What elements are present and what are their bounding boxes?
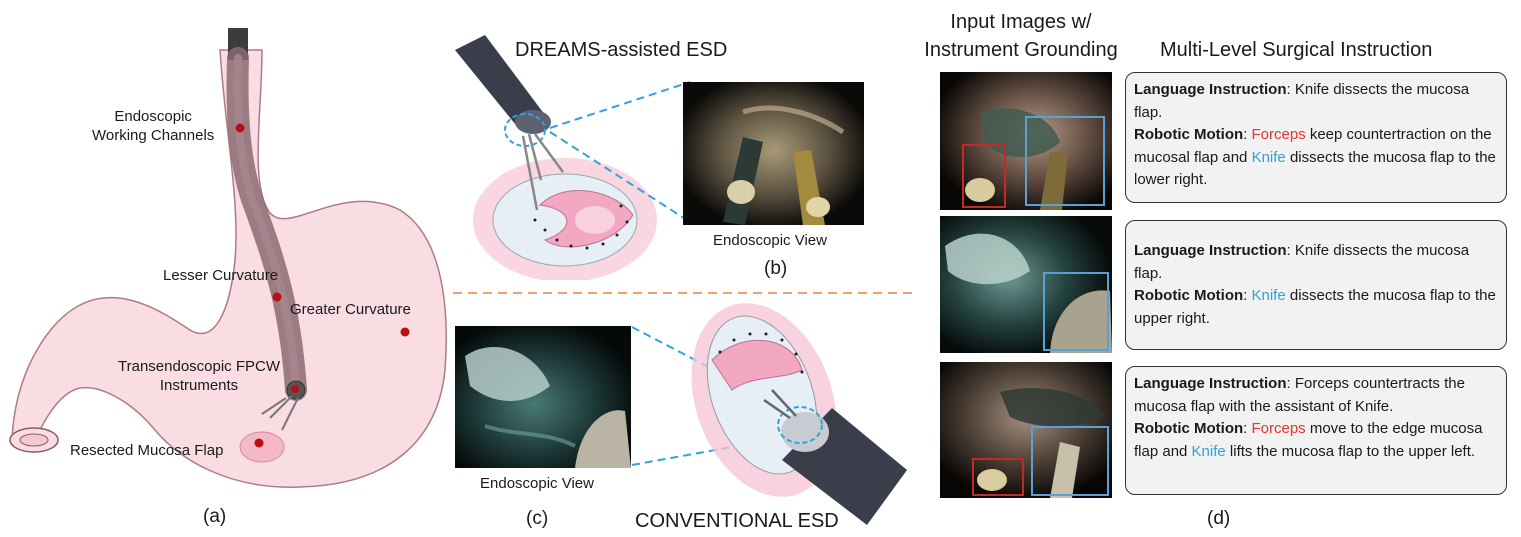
motion-segment: dissects the mucosa flap to the upper ri… [1134, 287, 1496, 327]
lang-text-1: Knife dissects the mucosa flap. [1134, 81, 1470, 121]
caption-a: (a) [203, 506, 227, 527]
label-endoscopic-view-b: Endoscopic View [713, 232, 827, 249]
label-lesser-curvature: Lesser Curvature [163, 267, 279, 284]
title-dreams-esd: DREAMS-assisted ESD [515, 39, 728, 61]
grounded-image-1 [940, 72, 1112, 210]
stomach-outline [11, 49, 447, 488]
instruction-box-3: Language Instruction: Forceps countertra… [1125, 366, 1507, 495]
endoscopic-view-c [455, 326, 631, 468]
grounded-image-3 [940, 362, 1112, 498]
endoscope-body-b [455, 35, 545, 130]
lang-title-2: Language Instruction [1134, 242, 1287, 259]
label-fpcw-instruments: Transendoscopic FPCW Instruments [118, 357, 280, 395]
header-surgical-instruction: Multi-Level Surgical Instruction [1160, 39, 1433, 61]
stomach-illustration [9, 28, 447, 488]
header-input-images: Input Images w/ Instrument Grounding [908, 8, 1134, 64]
forceps-term: Forceps [1251, 126, 1306, 143]
forceps-box-3 [972, 458, 1024, 496]
fpcw-instruments [261, 395, 299, 431]
caption-b: (b) [764, 258, 788, 279]
panel-divider [453, 292, 913, 294]
motion-segment: dissects the mucosa flap to the lower ri… [1134, 148, 1496, 189]
marker-fpcw [291, 385, 299, 393]
label-endoscopic-view-c: Endoscopic View [480, 475, 594, 492]
caption-d: (d) [1207, 508, 1231, 529]
marker-working-channels [235, 123, 245, 133]
motion-text-2: Knife dissects the mucosa flap to the up… [1134, 287, 1496, 327]
grounded-image-2 [940, 216, 1112, 353]
title-conventional-esd: CONVENTIONAL ESD [635, 510, 839, 532]
label-fpcw-text: Transendoscopic FPCW Instruments [118, 358, 280, 394]
motion-segment: lifts the mucosa flap to the upper left. [1225, 442, 1476, 460]
marker-lesser-curvature [272, 292, 282, 302]
motion-title-1: Robotic Motion [1134, 126, 1244, 143]
knife-term: Knife [1251, 148, 1286, 166]
projection-lines-b [549, 81, 691, 223]
lang-title-1: Language Instruction [1134, 81, 1287, 98]
knife-box-3 [1031, 426, 1109, 496]
motion-segment: keep countertraction on the mucosal flap… [1134, 126, 1492, 166]
grounding-circle-c [777, 406, 823, 444]
caption-c: (c) [526, 508, 549, 529]
knife-box-2 [1043, 272, 1109, 351]
label-working-channels: Endoscopic Working Channels [92, 107, 214, 145]
conventional-esd-illustration [691, 303, 907, 525]
label-working-channels-text: Endoscopic Working Channels [92, 108, 215, 144]
dreams-esd-illustration [455, 35, 657, 280]
label-mucosa-flap: Resected Mucosa Flap [70, 442, 224, 459]
header-input-images-text: Input Images w/ Instrument Grounding [924, 11, 1118, 61]
label-greater-curvature: Greater Curvature [290, 301, 411, 318]
motion-text-3: Forceps move to the edge mucosa flap and… [1134, 420, 1482, 460]
endoscopic-view-b [683, 82, 864, 225]
mucosa-flap [239, 431, 285, 463]
forceps-term: Forceps [1251, 420, 1306, 437]
instruction-box-2: Language Instruction: Knife dissects the… [1125, 220, 1507, 350]
forceps-box-1 [962, 144, 1006, 208]
motion-segment: move to the edge mucosa flap and [1134, 420, 1483, 460]
lang-title-3: Language Instruction [1134, 375, 1287, 392]
lang-text-2: Knife dissects the mucosa flap. [1134, 242, 1470, 282]
knife-term: Knife [1251, 287, 1286, 304]
lang-text-3: Forceps countertracts the mucosa flap wi… [1134, 375, 1465, 415]
knife-term: Knife [1191, 442, 1226, 460]
instruction-box-1: Language Instruction: Knife dissects the… [1125, 72, 1507, 203]
motion-text-1: Forceps keep countertraction on the muco… [1134, 126, 1496, 188]
motion-title-2: Robotic Motion [1134, 287, 1244, 304]
marker-mucosa-flap [254, 438, 264, 448]
knife-box-1 [1025, 116, 1105, 206]
motion-title-3: Robotic Motion [1134, 420, 1244, 437]
marker-greater-curvature [400, 327, 410, 337]
